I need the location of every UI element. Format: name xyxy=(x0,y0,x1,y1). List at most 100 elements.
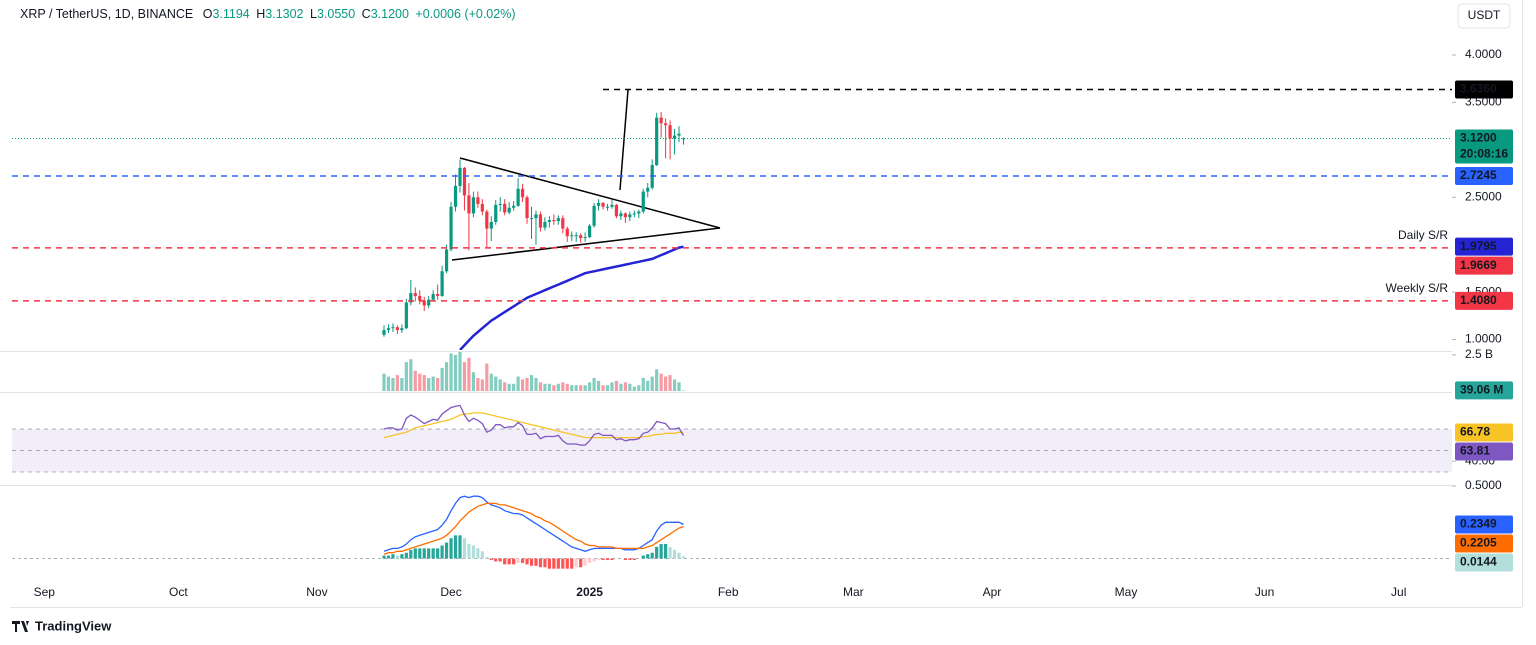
volume-bar xyxy=(520,379,525,391)
volume-bar xyxy=(561,382,565,391)
candle-body xyxy=(413,293,417,296)
histogram-bar xyxy=(436,548,440,559)
x-tick-label: Mar xyxy=(843,585,864,599)
candle-body xyxy=(453,185,458,207)
candle-body xyxy=(449,206,453,250)
candle-body xyxy=(440,271,444,296)
price-label xyxy=(1455,423,1513,442)
volume-bar xyxy=(672,379,677,391)
volume-bar xyxy=(453,354,458,391)
histogram-bar xyxy=(471,545,475,559)
candle-body xyxy=(565,228,569,237)
volume-bar xyxy=(619,383,623,391)
price-label xyxy=(1455,553,1513,572)
candle-body xyxy=(480,203,484,212)
histogram-bar xyxy=(552,558,556,569)
volume-bar xyxy=(681,390,686,391)
price-label-text: 63.81 xyxy=(1460,444,1490,458)
volume-bar xyxy=(552,385,556,391)
ohlc-key: C xyxy=(362,7,371,21)
histogram-bar xyxy=(485,557,489,559)
candle-body xyxy=(637,211,641,214)
candle-body xyxy=(489,221,493,229)
rsi-line xyxy=(383,412,684,439)
pane-borders xyxy=(0,0,1523,608)
price-label-text: 0.2349 xyxy=(1460,517,1497,531)
candle-body xyxy=(503,203,507,213)
y-tick-label: 0.5000 xyxy=(1465,478,1502,492)
price-label-text: 0.2205 xyxy=(1460,536,1497,550)
candle-body xyxy=(619,213,623,217)
y-tick-label: 2.5000 xyxy=(1465,189,1502,203)
volume-bar xyxy=(601,385,605,391)
price-label xyxy=(1455,256,1513,275)
volume-bar xyxy=(529,375,534,391)
volume-bar xyxy=(512,383,516,391)
volume-bar xyxy=(476,378,480,391)
candle-body xyxy=(471,197,475,214)
candle-body xyxy=(476,197,480,204)
candle-body xyxy=(628,214,632,218)
histogram-bar xyxy=(516,558,520,563)
volume-bar xyxy=(480,379,484,391)
histogram-bar xyxy=(503,558,507,565)
candle-body xyxy=(655,117,659,166)
signal-line xyxy=(383,502,684,555)
x-tick-label: Feb xyxy=(718,585,739,599)
histogram-bar xyxy=(498,558,502,562)
volume-bar xyxy=(458,352,462,391)
volume-bar xyxy=(565,383,569,391)
volume-bar xyxy=(543,383,547,391)
histogram-bar xyxy=(395,555,400,559)
ohlc-value: 3.1302 xyxy=(265,7,303,21)
candle-body xyxy=(395,327,400,331)
histogram-bar xyxy=(427,548,431,559)
candle-body xyxy=(646,187,650,192)
histogram-bar xyxy=(538,558,543,568)
x-tick-label: Nov xyxy=(306,585,327,599)
ohlc-value: 3.1200 xyxy=(371,7,409,21)
currency-button[interactable] xyxy=(1457,3,1511,29)
price-label xyxy=(1455,515,1513,534)
volume-bar xyxy=(556,383,560,391)
candle-body xyxy=(610,204,614,207)
volume-bar xyxy=(507,383,511,391)
volume-bar xyxy=(668,375,672,391)
candle-body xyxy=(605,206,610,208)
volume-bar xyxy=(503,382,507,391)
volume-bar xyxy=(436,378,440,391)
histogram-bar xyxy=(668,546,672,559)
candle-body xyxy=(538,214,543,228)
price-label-text: 1.9669 xyxy=(1460,258,1497,272)
histogram-bar xyxy=(610,558,614,560)
price-label xyxy=(1455,166,1513,185)
currency[interactable]: USDT xyxy=(1468,8,1501,22)
volume-bar xyxy=(646,380,650,391)
candle-body xyxy=(583,237,587,239)
volume-bar xyxy=(413,370,417,391)
candle-body xyxy=(592,205,596,226)
volume-bar xyxy=(382,373,386,391)
price-label xyxy=(1455,129,1513,164)
candle-body xyxy=(672,135,677,139)
candle-body xyxy=(386,328,391,331)
level-name: Weekly S/R xyxy=(1386,281,1449,295)
volume-bar xyxy=(547,383,551,391)
candle-body xyxy=(494,204,498,222)
price-label-text: 1.4080 xyxy=(1460,293,1497,307)
histogram-bar xyxy=(400,554,404,559)
candle-body xyxy=(516,188,520,206)
price-label-text: 0.0144 xyxy=(1460,555,1497,569)
candle-body xyxy=(681,138,686,140)
price-label xyxy=(1455,442,1513,461)
price-label xyxy=(1455,381,1513,400)
x-tick-label: 2025 xyxy=(576,585,603,599)
histogram-bar xyxy=(507,558,511,565)
x-tick-label: Sep xyxy=(34,585,56,599)
volume-bar xyxy=(409,359,413,391)
volume-bar xyxy=(471,372,475,391)
histogram-bar xyxy=(664,544,668,559)
volume-bar xyxy=(655,369,659,391)
histogram-bar xyxy=(476,548,480,559)
